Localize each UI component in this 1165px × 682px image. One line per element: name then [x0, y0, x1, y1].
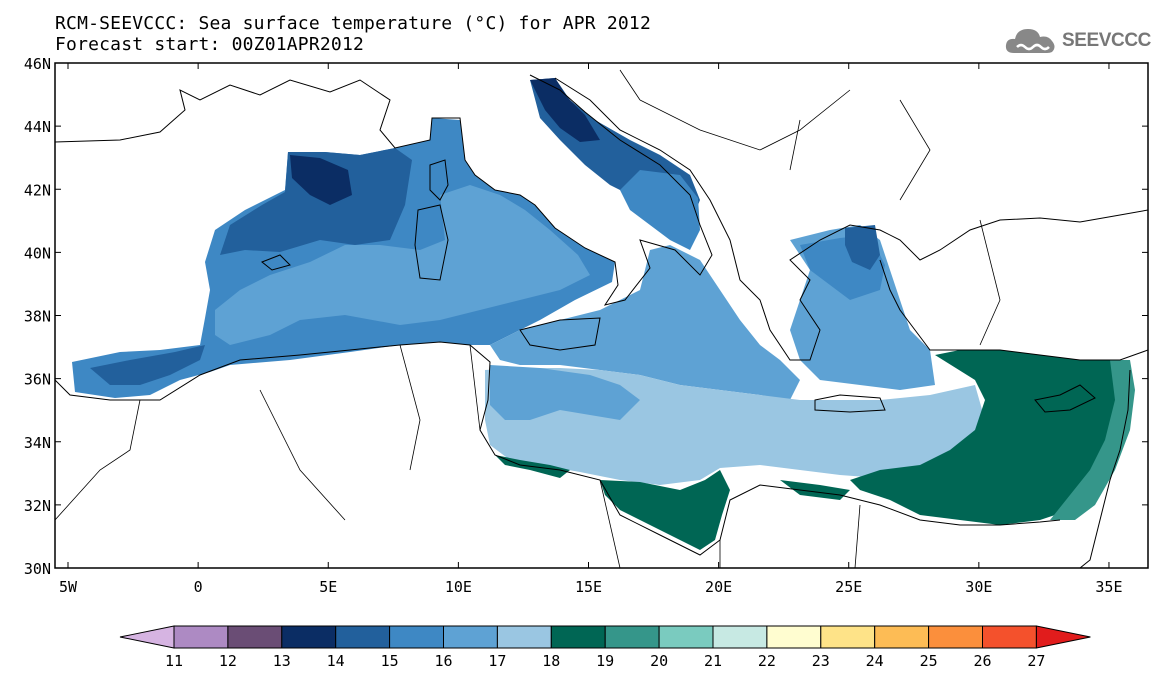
- colorbar-label: 25: [920, 652, 938, 670]
- lon-tick-label: 5W: [59, 578, 78, 596]
- sst-region-ionian-17: [490, 245, 800, 400]
- sst-region-lion-14: [290, 155, 352, 205]
- colorbar-segment: [766, 625, 822, 649]
- logo-text: SEEVCCC: [1061, 30, 1151, 51]
- coast-balkans: [554, 77, 1148, 361]
- lat-tick-label: 40N: [24, 244, 51, 262]
- sst-field: [72, 78, 1135, 550]
- coastlines: [55, 69, 1148, 568]
- colorbar-high-triangle: [1035, 625, 1091, 649]
- lat-tick-label: 38N: [24, 308, 51, 326]
- colorbar-segment: [604, 625, 660, 649]
- colorbar-label: 23: [812, 652, 830, 670]
- colorbar-segment: [389, 625, 445, 649]
- colorbar-segment: [335, 625, 391, 649]
- colorbar-segment: [982, 625, 1037, 649]
- sst-region-tyrrhenian-17: [215, 185, 590, 345]
- lon-tick-label: 30E: [965, 578, 992, 596]
- lon-axis: 5W 0 5E 10E 15E 20E 25E 30E 35E: [59, 63, 1123, 596]
- lat-tick-label: 36N: [24, 371, 51, 389]
- lat-tick-label: 34N: [24, 434, 51, 452]
- coast-anatolia: [879, 259, 1148, 361]
- sst-region-aegean-15: [845, 225, 880, 270]
- cloud-icon: [1005, 29, 1055, 53]
- forecast-start: Forecast start: 00Z01APR2012: [55, 34, 365, 55]
- border-lines: [55, 69, 1001, 568]
- sst-region-egypt-19: [780, 480, 850, 500]
- map-title: RCM-SEEVCCC: Sea surface temperature (°C…: [55, 13, 651, 34]
- colorbar-segment: [712, 625, 768, 649]
- island-cyprus: [1034, 384, 1096, 413]
- island-corsica: [429, 159, 449, 201]
- sst-region-alboran-15: [90, 345, 205, 385]
- colorbar-label: 17: [488, 652, 506, 670]
- lon-tick-label: 15E: [575, 578, 602, 596]
- island-sardinia: [414, 204, 449, 281]
- lat-tick-label: 46N: [24, 55, 51, 73]
- colorbar-segment: [658, 625, 714, 649]
- lat-axis: 46N 44N 42N 40N 38N 36N 34N 32N 30N: [24, 55, 1148, 578]
- colorbar-label: 26: [973, 652, 991, 670]
- sst-region-adriatic-14: [530, 78, 600, 142]
- lon-tick-label: 5E: [319, 578, 337, 596]
- colorbar-segment: [496, 625, 552, 649]
- colorbar-label: 22: [758, 652, 776, 670]
- island-mallorca: [261, 254, 291, 271]
- colorbar-segment: [550, 625, 606, 649]
- lon-tick-label: 35E: [1095, 578, 1122, 596]
- sst-region-levant-19: [850, 350, 1125, 525]
- colorbar: 11 12 13 14 15 16 17 18 19 20 21 22 23 24 25 26 27: [119, 625, 1091, 670]
- lon-tick-label: 25E: [835, 578, 862, 596]
- colorbar-segment: [281, 625, 337, 649]
- coast-north: [55, 74, 713, 306]
- colorbar-label: 27: [1027, 652, 1045, 670]
- colorbar-segment: [928, 625, 983, 649]
- colorbar-label: 15: [381, 652, 399, 670]
- sst-region-adriatic-16: [620, 170, 700, 250]
- colorbar-label: 12: [219, 652, 237, 670]
- lat-tick-label: 44N: [24, 118, 51, 136]
- colorbar-label: 21: [704, 652, 722, 670]
- colorbar-segment: [227, 625, 283, 649]
- colorbar-label: 13: [273, 652, 291, 670]
- seevccc-logo: SEEVCCC: [1004, 24, 1151, 58]
- coast-levant: [1079, 369, 1131, 568]
- lon-tick-label: 0: [194, 578, 203, 596]
- colorbar-segment: [874, 625, 930, 649]
- lon-tick-label: 10E: [445, 578, 472, 596]
- colorbar-segment: [820, 625, 876, 649]
- colorbar-low-triangle: [119, 625, 175, 649]
- colorbar-label: 19: [596, 652, 614, 670]
- colorbar-segment: [173, 625, 229, 649]
- colorbar-label: 18: [542, 652, 560, 670]
- sst-region-levant-20: [1050, 360, 1135, 520]
- sst-region-sicily-17: [490, 365, 640, 420]
- colorbar-label: 20: [650, 652, 668, 670]
- sst-region-libya-19: [600, 470, 730, 550]
- coast-africa: [55, 341, 1061, 556]
- lat-tick-label: 30N: [24, 560, 51, 578]
- sst-region-wmed-15: [220, 148, 412, 255]
- colorbar-label: 11: [165, 652, 183, 670]
- colorbar-label: 16: [434, 652, 452, 670]
- lon-tick-label: 20E: [705, 578, 732, 596]
- lat-tick-label: 42N: [24, 181, 51, 199]
- island-sicily: [519, 317, 601, 351]
- island-crete: [814, 394, 886, 413]
- lat-tick-label: 32N: [24, 497, 51, 515]
- colorbar-label: 24: [866, 652, 884, 670]
- colorbar-segment: [443, 625, 498, 649]
- colorbar-label: 14: [327, 652, 345, 670]
